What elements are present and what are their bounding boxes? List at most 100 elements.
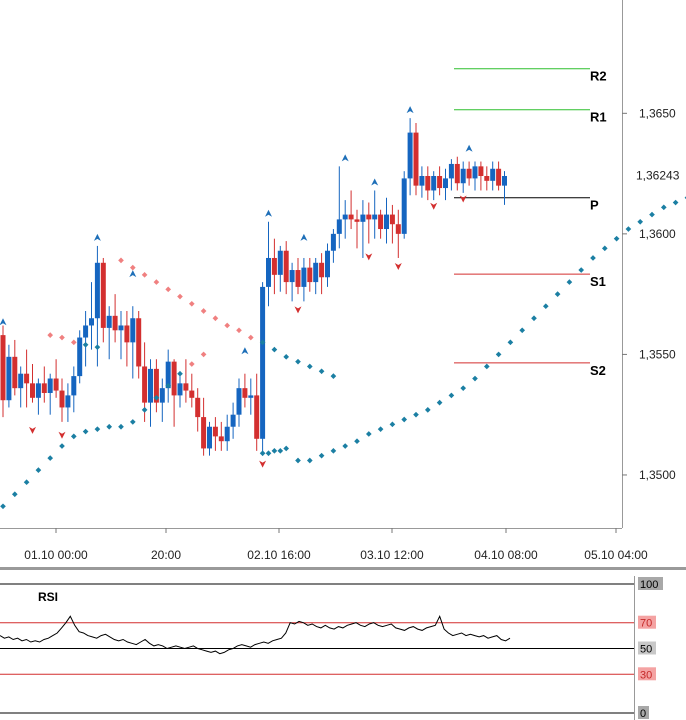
candle-body	[65, 395, 71, 408]
sar-dot	[129, 419, 136, 425]
sar-dot	[200, 351, 207, 358]
candle-body	[118, 325, 124, 331]
sar-dot	[271, 346, 278, 353]
sar-dot	[342, 443, 349, 449]
x-tick-label: 01.10 00:00	[24, 548, 88, 562]
sar-dot	[259, 339, 266, 346]
candle-body	[41, 383, 47, 393]
candle-body	[77, 337, 83, 377]
candle-body	[218, 436, 224, 442]
candle-body	[6, 356, 12, 401]
sar-dot	[153, 279, 160, 285]
candle-body	[177, 383, 183, 396]
sar-dot	[637, 218, 644, 225]
candle-body	[336, 219, 342, 234]
candle-body	[496, 168, 502, 186]
sar-dot	[70, 433, 77, 440]
sar-dot	[318, 452, 325, 459]
candle-body	[325, 250, 330, 278]
sar-dot	[330, 448, 337, 454]
fractal-down-arrow	[459, 195, 467, 203]
sar-dot	[94, 344, 101, 351]
sar-dot	[59, 334, 65, 341]
sar-dot	[306, 457, 313, 464]
rsi-tick-box	[638, 667, 656, 681]
candle-body	[360, 214, 366, 222]
candle-body	[142, 366, 148, 403]
candle-body	[443, 178, 448, 189]
candle-body	[230, 414, 236, 427]
rsi-tick-label: 50	[640, 644, 652, 656]
sar-dot	[277, 448, 284, 454]
candle-body	[148, 368, 153, 403]
sar-dot	[94, 426, 101, 432]
candle-body	[248, 395, 254, 398]
candle-body	[342, 214, 348, 220]
candle-body	[490, 168, 496, 181]
sar-dot	[11, 491, 18, 498]
sar-dot	[165, 286, 172, 293]
sar-dot	[188, 361, 195, 367]
rsi-tick-label: 100	[640, 579, 658, 591]
candle-body	[112, 315, 118, 331]
sar-dot	[35, 467, 42, 473]
candle-body	[236, 388, 242, 415]
sar-dot	[177, 370, 183, 377]
candle-body	[100, 262, 106, 328]
candle-body	[165, 361, 171, 389]
sar-dot	[283, 445, 290, 452]
candle-body	[378, 214, 384, 230]
x-tick-label: 02.10 16:00	[247, 548, 311, 562]
candle-body	[472, 166, 478, 179]
sar-dot	[47, 455, 54, 461]
sar-dot	[554, 291, 561, 297]
sar-dot	[141, 272, 148, 278]
candle-body	[401, 178, 407, 234]
y-tick-label: 1,3500	[639, 468, 676, 482]
candle-body	[183, 383, 189, 391]
sar-dot	[236, 327, 242, 334]
rsi-title: RSI	[38, 590, 58, 604]
candle-body	[24, 373, 30, 384]
candle-body	[59, 390, 65, 408]
candle-body	[372, 214, 378, 220]
candle-body	[94, 262, 100, 319]
fractal-down-arrow	[365, 253, 373, 261]
candle-body	[348, 214, 354, 220]
candle-body	[207, 426, 212, 449]
candle-body	[295, 270, 301, 287]
sar-dot	[295, 457, 301, 464]
candle-body	[407, 132, 413, 179]
sar-dot	[507, 339, 514, 346]
pivot-label-s2: S2	[590, 363, 606, 378]
sar-dot	[82, 428, 89, 435]
sar-dot	[424, 407, 431, 413]
candle-body	[47, 378, 53, 393]
sar-dot	[483, 363, 490, 370]
candle-body	[0, 335, 6, 401]
sar-dot	[519, 327, 526, 334]
fractal-up-arrow	[406, 106, 414, 114]
candle-body	[460, 168, 466, 184]
candle-body	[153, 368, 159, 403]
candle-body	[189, 390, 195, 398]
sar-dot	[247, 334, 254, 341]
sar-dot	[70, 339, 77, 346]
x-tick-label: 20:00	[151, 548, 181, 562]
candle-body	[124, 325, 130, 343]
sar-dot	[129, 264, 136, 271]
last-price-box	[631, 166, 686, 185]
rsi-line	[0, 614, 511, 655]
sar-dot	[613, 235, 620, 242]
candle-body	[313, 262, 319, 283]
rsi-tick-label: 70	[640, 618, 652, 630]
candle-body	[431, 176, 437, 191]
sar-dot	[448, 392, 455, 399]
fractal-up-arrow	[265, 209, 272, 217]
sar-dot	[283, 353, 290, 360]
fractal-up-arrow	[341, 154, 349, 162]
candle-body	[478, 166, 484, 176]
candle-body	[413, 132, 419, 186]
sar-dot	[271, 448, 278, 454]
candle-body	[307, 267, 313, 283]
